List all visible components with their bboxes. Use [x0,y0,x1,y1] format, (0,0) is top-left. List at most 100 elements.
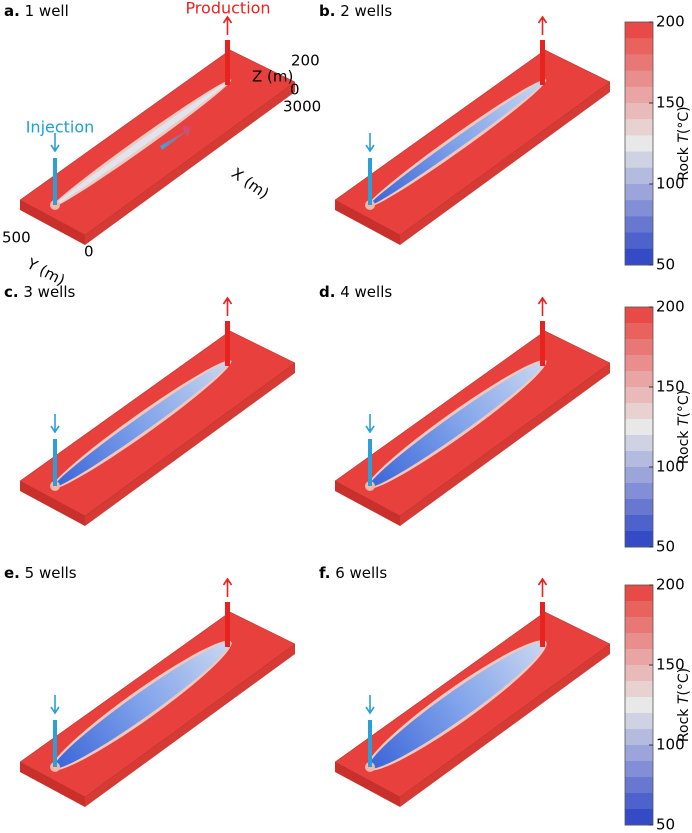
slab-side [400,82,610,245]
injection-arrow [365,133,375,153]
slab-side [85,644,295,807]
colorbar-band [625,54,653,72]
colorbar-frame [624,306,654,548]
production-arrow [537,15,548,35]
colorbar-band [625,167,653,185]
z-bottom: 0 [290,81,300,99]
colorbar-band [625,515,653,532]
slab-side [400,363,610,526]
production-arrow [222,577,233,597]
z-top: 200 [291,52,320,70]
plume [54,642,229,769]
colorbar-tick-label: 150 [656,94,685,112]
colorbar-band [625,70,653,88]
label-text: Rock [676,430,692,464]
label-unit: (°C) [676,668,692,696]
production-arrow [537,296,548,316]
colorbar-band [625,403,653,420]
plume [369,362,544,487]
label-variable: T [676,133,692,143]
colorbar-band [625,665,653,682]
panel-name: 6 wells [335,564,387,582]
colorbar-band [625,371,653,388]
colorbar-tick-label: 50 [656,538,675,556]
panel-title: e. 5 wells [4,564,77,582]
colorbar-band [625,451,653,468]
injection-arrow [50,133,60,153]
colorbar-tick-label: 150 [656,656,685,674]
colorbar-band [625,681,653,698]
slab-side [85,363,295,526]
colorbar-band [625,339,653,356]
slab-side [400,644,610,807]
direction-arrow [160,126,192,150]
colorbar-frame [624,584,654,826]
panel-name: 1 well [25,2,69,20]
colorbar-label: Rock T(°C) [676,668,692,742]
colorbar-tick-label: 100 [656,175,685,193]
label-unit: (°C) [676,106,692,134]
injection-well [53,439,57,486]
injection-well [368,720,372,767]
colorbar-band [625,86,653,104]
panel: f. 6 wells [319,564,611,807]
production-arrow [222,15,233,35]
colorbar-band [625,151,653,169]
colorbar-tick-label: 50 [656,816,675,833]
injection-well [53,158,57,205]
panel-letter: b. [319,2,335,20]
panel-letter: a. [4,2,20,20]
colorbar-band [625,633,653,650]
colorbar-band [625,729,653,746]
label-unit: (°C) [676,390,692,418]
production-label: Production [185,0,270,18]
colorbar-tick-label: 200 [656,13,685,31]
colorbar-band [625,103,653,120]
colorbar-band [625,38,653,55]
plume [368,642,545,769]
panel-name: 5 wells [25,564,77,582]
y-origin: 0 [84,243,94,261]
injection-arrow [365,695,375,715]
colorbar-band [625,585,653,602]
panel-title: c. 3 wells [4,283,76,301]
x-end: 3000 [283,98,321,116]
colorbar-label: Rock T(°C) [676,106,692,180]
plume [369,81,544,206]
panel: e. 5 wells [4,564,296,807]
label-text: Rock [676,146,692,180]
slab-side [85,82,295,245]
colorbar-band [625,499,653,516]
colorbar-band [625,323,653,340]
panel-title: f. 6 wells [319,564,387,582]
production-arrow [222,296,233,316]
panel-letter: c. [4,283,19,301]
slab-top [19,49,296,236]
slab-front [335,200,400,245]
label-variable: T [676,416,692,426]
colorbar-band [625,184,653,201]
injection-well [368,439,372,486]
colorbar-band [625,713,653,730]
panel-title: b. 2 wells [319,2,392,20]
slab-front [335,762,400,807]
production-well [225,321,230,366]
colorbar-tick-label: 200 [656,298,685,316]
colorbar-band [625,119,653,136]
plume [54,362,229,487]
y-end: 500 [2,229,31,247]
colorbar-band [625,601,653,618]
plume [54,81,229,206]
panel-letter: e. [4,564,20,582]
colorbar-tick-label: 100 [656,458,685,476]
slab-front [20,200,85,245]
injection-well [368,158,372,205]
slab-front [20,762,85,807]
panel-letter: f. [319,564,330,582]
label-variable: T [676,694,692,704]
panel-title: a. 1 well [4,2,69,20]
colorbar-band [625,483,653,500]
production-well [225,602,230,647]
injection-arrow [50,414,60,434]
production-well [540,602,545,647]
